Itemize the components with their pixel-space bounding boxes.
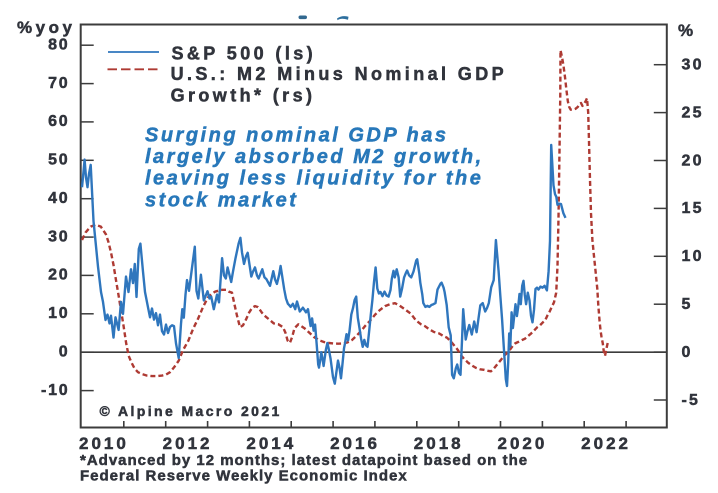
svg-text:stock market: stock market	[145, 189, 298, 211]
svg-text:25: 25	[682, 104, 704, 121]
svg-text:20: 20	[682, 152, 704, 169]
svg-text:2010: 2010	[79, 434, 129, 453]
svg-text:2016: 2016	[330, 434, 380, 453]
svg-text:%yoy: %yoy	[17, 18, 75, 37]
svg-text:60: 60	[48, 113, 69, 130]
svg-text:30: 30	[682, 57, 704, 74]
svg-text:0: 0	[59, 343, 70, 360]
svg-text:2014: 2014	[246, 434, 296, 453]
svg-text:-10: -10	[41, 382, 70, 399]
svg-text:50: 50	[48, 152, 69, 169]
svg-text:10: 10	[48, 305, 69, 322]
svg-text:2018: 2018	[414, 434, 464, 453]
svg-text:Growth* (rs): Growth* (rs)	[171, 85, 316, 105]
svg-text:%: %	[678, 21, 693, 40]
svg-text:*Advanced by 12 months; latest: *Advanced by 12 months; latest datapoint…	[80, 452, 528, 469]
svg-text:S&P 500 (ls): S&P 500 (ls)	[172, 43, 317, 63]
svg-text:2020: 2020	[497, 434, 547, 453]
svg-text:© Alpine Macro 2021: © Alpine Macro 2021	[100, 403, 282, 419]
svg-text:0: 0	[682, 344, 693, 361]
svg-text:80: 80	[48, 36, 69, 53]
svg-text:Surging nominal GDP has: Surging nominal GDP has	[145, 125, 448, 147]
svg-text:40: 40	[48, 190, 69, 207]
svg-text:10: 10	[682, 248, 704, 265]
svg-text:U.S.: M2 Minus Nominal GDP: U.S.: M2 Minus Nominal GDP	[171, 64, 507, 84]
svg-text:largely absorbed M2 growth,: largely absorbed M2 growth,	[145, 146, 484, 168]
svg-text:2012: 2012	[163, 434, 213, 453]
svg-text:5: 5	[682, 296, 693, 313]
svg-text:leaving less liquidity for the: leaving less liquidity for the	[145, 168, 483, 190]
svg-text:-5: -5	[682, 392, 701, 409]
svg-text:20: 20	[48, 267, 69, 284]
svg-text:2022: 2022	[581, 434, 631, 453]
svg-text:70: 70	[48, 75, 69, 92]
svg-text:Federal Reserve Weekly Economi: Federal Reserve Weekly Economic Index	[80, 468, 408, 485]
svg-text:15: 15	[682, 200, 704, 217]
svg-text:30: 30	[48, 228, 69, 245]
